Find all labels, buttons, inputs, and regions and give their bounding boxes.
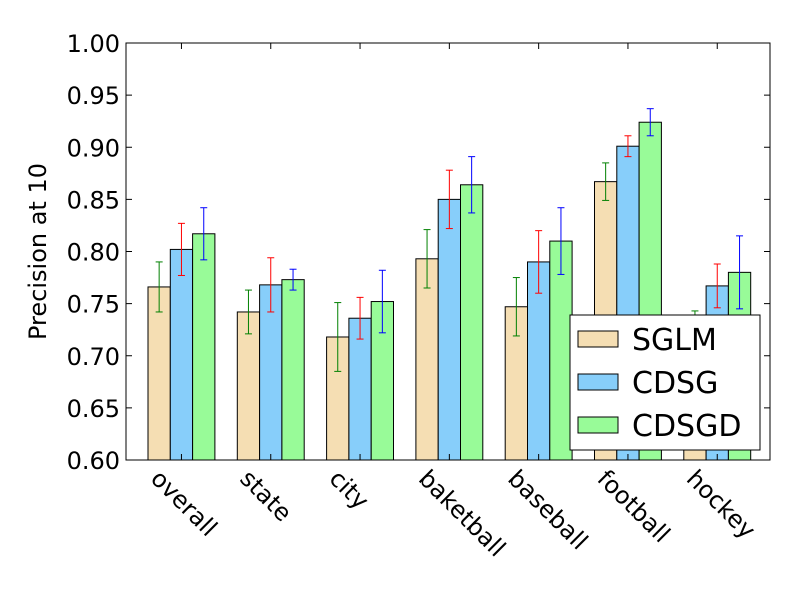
legend-swatch-sglm: [577, 330, 619, 348]
y-tick-label: 0.85: [67, 186, 120, 214]
legend-swatch-cdsgd: [577, 416, 619, 434]
y-tick-label: 0.65: [67, 395, 120, 423]
y-tick-label: 0.95: [67, 82, 120, 110]
error-bar-sglm-baseball: [512, 277, 520, 337]
error-bar-cdsg-hockey: [713, 263, 721, 309]
error-bar-cdsg-baketball: [445, 169, 453, 230]
legend-label-cdsgd: CDSGD: [632, 409, 741, 444]
x-tick-label-overall: overall: [145, 464, 222, 541]
error-bar-cdsgd-football: [646, 108, 654, 137]
error-bar-sglm-football: [602, 162, 610, 201]
y-axis-label: Precision at 10: [24, 163, 52, 340]
error-bar-cdsgd-baseball: [557, 207, 565, 275]
bar-cdsg-overall: [169, 248, 194, 461]
bar-cdsgd-baketball: [460, 184, 484, 461]
bar-sglm-baketball: [415, 258, 439, 461]
legend: SGLM CDSG CDSGD: [569, 314, 761, 451]
error-bar-sglm-baketball: [423, 229, 431, 289]
y-tick-label: 0.90: [67, 134, 120, 162]
y-tick-label: 0.75: [67, 291, 120, 319]
error-bar-cdsg-overall: [177, 222, 185, 276]
error-bar-sglm-city: [334, 302, 342, 372]
bar-cdsgd-overall: [192, 233, 216, 461]
x-tick-label-state: state: [235, 464, 298, 527]
error-bar-cdsgd-overall: [200, 207, 208, 261]
y-tick-label: 0.80: [67, 239, 120, 267]
error-bar-sglm-overall: [155, 261, 163, 313]
y-tick-label: 0.60: [67, 447, 120, 475]
legend-label-cdsg: CDSG: [632, 366, 718, 401]
error-bar-sglm-state: [244, 289, 252, 335]
y-tick-label: 1.00: [67, 30, 120, 58]
bar-cdsg-baketball: [437, 198, 462, 461]
error-bar-cdsgd-state: [289, 268, 297, 291]
x-tick-label-baseball: baseball: [502, 464, 593, 555]
error-bar-cdsg-football: [624, 135, 632, 158]
error-bar-cdsg-city: [356, 296, 364, 340]
legend-swatch-cdsg: [577, 373, 619, 391]
error-bar-cdsgd-baketball: [468, 156, 476, 214]
y-tick-label: 0.70: [67, 343, 120, 371]
bar-cdsgd-state: [281, 279, 305, 461]
legend-label-sglm: SGLM: [632, 323, 717, 358]
x-tick-label-football: football: [592, 464, 676, 548]
bar-sglm-overall: [147, 286, 171, 461]
x-tick-label-hockey: hockey: [681, 464, 761, 544]
error-bar-cdsgd-city: [378, 269, 386, 334]
error-bar-cdsg-baseball: [535, 230, 543, 294]
error-bar-cdsg-state: [267, 257, 275, 313]
x-tick-label-city: city: [324, 464, 375, 515]
error-bar-cdsgd-hockey: [736, 235, 744, 310]
x-tick-label-baketball: baketball: [413, 464, 511, 562]
